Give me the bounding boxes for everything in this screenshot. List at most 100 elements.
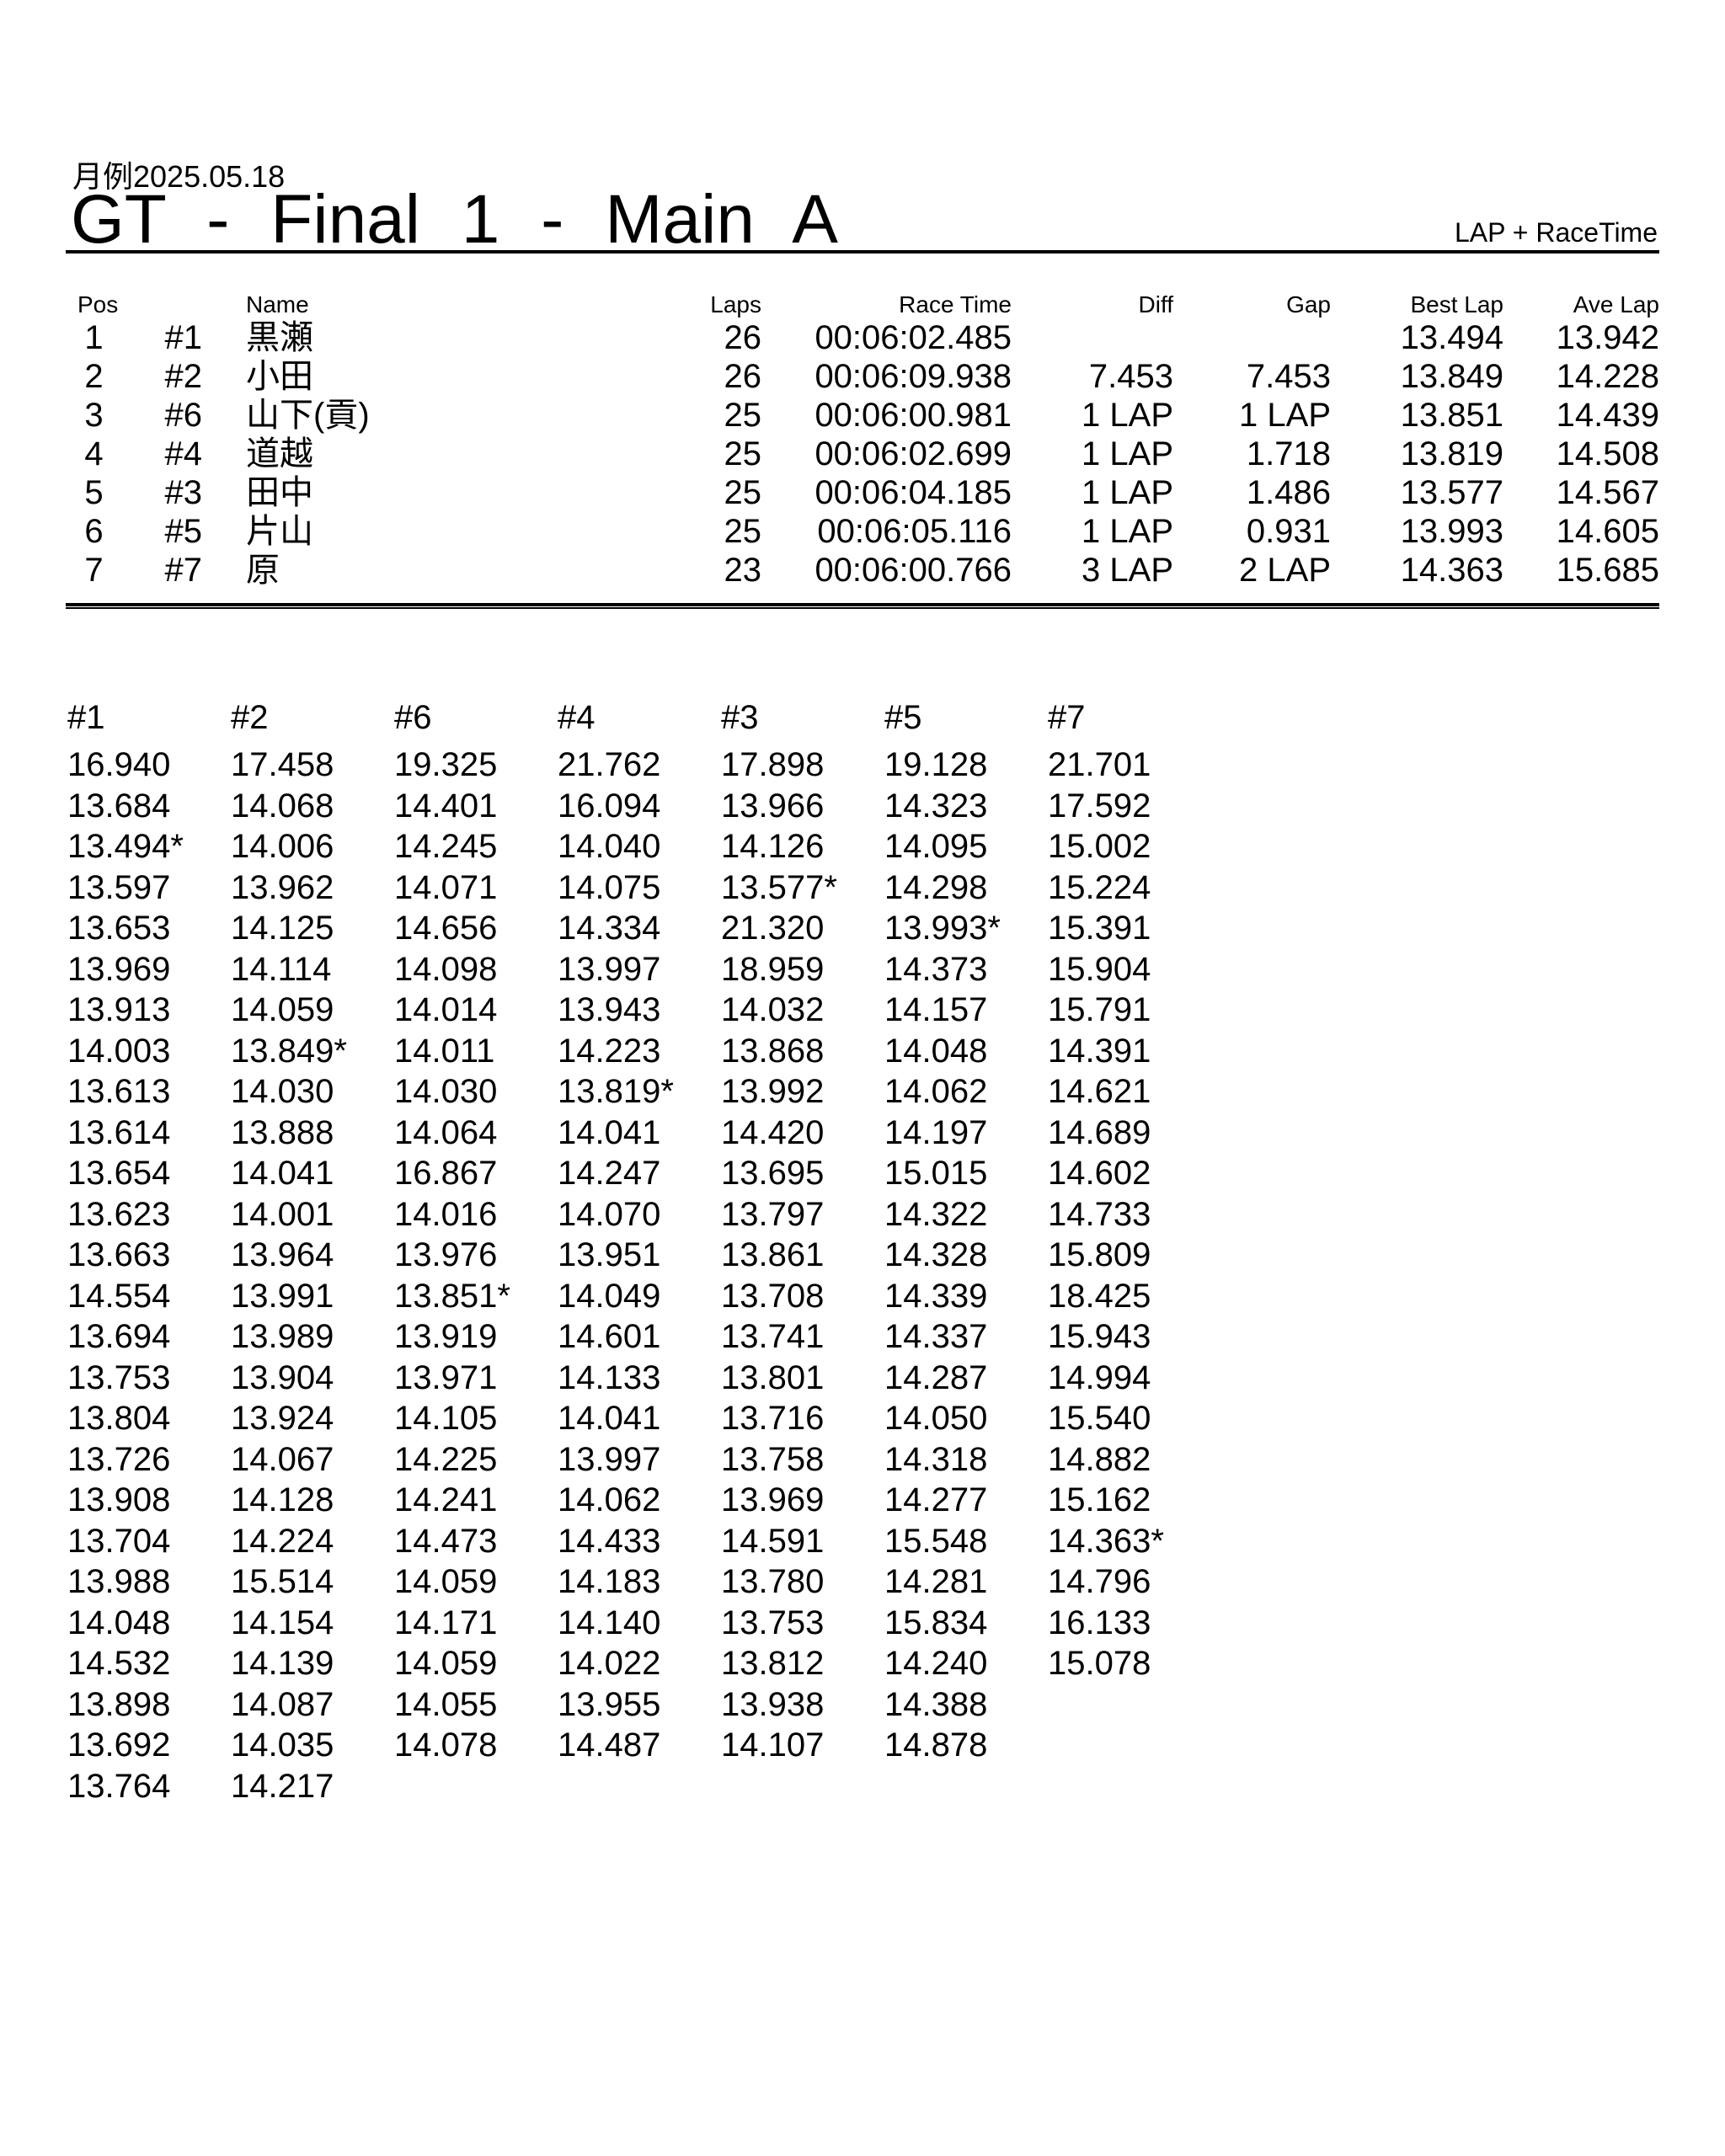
lap-time: 14.055: [394, 1685, 498, 1723]
lap-time: 14.114: [231, 950, 332, 988]
result-cell-gap: 1.486: [1246, 474, 1331, 511]
lap-time: 14.334: [558, 910, 661, 947]
results-table: Pos Name Laps Race Time Diff Gap Best La…: [66, 281, 1659, 590]
lap-column: #3 17.898 13.966 14.126 13.577* 21.320 18.959 1…: [721, 697, 884, 1806]
lap-time: 14.032: [721, 991, 825, 1028]
result-cell-name: 道越: [246, 435, 313, 472]
lap-time: 15.391: [1048, 910, 1151, 947]
result-cell-car: #7: [164, 552, 203, 589]
lap-time: 14.433: [558, 1522, 661, 1560]
result-cell-best-lap: 13.577: [1400, 474, 1503, 511]
lap-time: 15.943: [1048, 1318, 1151, 1355]
result-cell-best-lap: 13.993: [1400, 513, 1503, 550]
result-cell-pos: 7: [84, 552, 104, 589]
lap-time: 13.851*: [394, 1277, 510, 1315]
lap-time: 14.022: [558, 1645, 661, 1682]
col-header-laps: Laps: [710, 291, 761, 318]
lap-time: 16.940: [67, 746, 171, 783]
lap-times-columns: #1 16.940 13.684 13.494* 13.597 13.653 13.969 1…: [67, 697, 1211, 1806]
lap-time: 15.809: [1048, 1236, 1151, 1273]
lap-time: 14.062: [884, 1073, 988, 1110]
result-cell-car: #3: [164, 474, 203, 511]
lap-time: 14.171: [394, 1604, 498, 1641]
lap-time: 13.997: [558, 1440, 661, 1478]
lap-time: 13.694: [67, 1318, 171, 1355]
result-cell-laps: 25: [724, 513, 762, 550]
lap-time: 14.011: [394, 1032, 495, 1070]
lap-column-header: #2: [231, 699, 269, 736]
lap-column: #7 21.701 17.592 15.002 15.224 15.391 15.904 15…: [1048, 697, 1211, 1806]
result-cell-name: 田中: [246, 474, 313, 511]
lap-time: 14.059: [394, 1563, 498, 1600]
lap-time: 14.487: [558, 1726, 661, 1764]
lap-time: 13.597: [67, 868, 171, 906]
result-row: 6 #5 片山 25 00:06:05.116 1 LAP 0.931 13.993 14.60…: [66, 512, 1659, 551]
result-cell-gap: 1.718: [1246, 435, 1331, 472]
lap-time: 14.068: [231, 787, 334, 825]
result-cell-diff: [1012, 318, 1173, 357]
lap-time: 13.577*: [721, 868, 837, 906]
lap-time: 13.758: [721, 1440, 825, 1478]
lap-time: 14.062: [558, 1481, 661, 1518]
lap-time: 14.157: [884, 991, 988, 1028]
lap-time: 14.030: [394, 1073, 498, 1110]
lap-column-header: #3: [721, 699, 759, 736]
lap-time: 14.602: [1048, 1155, 1151, 1192]
header-divider: [66, 250, 1659, 253]
lap-time: 14.388: [884, 1685, 988, 1723]
results-bottom-divider: [66, 603, 1659, 609]
timing-mode-label: LAP + RaceTime: [1455, 217, 1658, 248]
result-row: 7 #7 原 23 00:06:00.766 3 LAP 2 LAP 14.363 15.685: [66, 551, 1659, 590]
col-header-best-lap: Best Lap: [1410, 291, 1503, 318]
result-cell-gap: 1 LAP: [1239, 397, 1331, 434]
result-row: 2 #2 小田 26 00:06:09.938 7.453 7.453 13.849 14.22…: [66, 357, 1659, 396]
lap-time: 13.819*: [558, 1073, 674, 1110]
result-cell-pos: 3: [84, 397, 104, 434]
lap-column-header: #7: [1048, 699, 1086, 736]
lap-time: 14.133: [558, 1358, 661, 1396]
result-cell-best-lap: 13.819: [1400, 435, 1503, 472]
lap-time: 18.425: [1048, 1277, 1151, 1315]
lap-time: 13.708: [721, 1277, 825, 1315]
lap-time: 13.962: [231, 868, 334, 906]
result-cell-best-lap: 13.494: [1400, 319, 1503, 356]
lap-time: 14.245: [394, 828, 498, 865]
lap-time: 14.048: [884, 1032, 988, 1070]
result-cell-car: #2: [164, 358, 203, 395]
event-date: 月例2025.05.18: [72, 159, 286, 194]
lap-time: 13.797: [721, 1195, 825, 1233]
lap-time: 14.373: [884, 950, 988, 988]
result-cell-car: #1: [164, 319, 203, 356]
result-cell-diff: 1 LAP: [1081, 474, 1173, 511]
lap-time: 14.183: [558, 1563, 661, 1600]
lap-column-header: #5: [884, 699, 922, 736]
lap-time: 14.322: [884, 1195, 988, 1233]
lap-time: 14.001: [231, 1195, 334, 1233]
lap-time: 13.753: [67, 1358, 171, 1396]
lap-time: 15.904: [1048, 950, 1151, 988]
lap-time: 14.050: [884, 1400, 988, 1437]
result-cell-name: 山下(貢): [246, 397, 370, 434]
lap-time: 13.969: [67, 950, 171, 988]
lap-time: 14.041: [558, 1113, 661, 1151]
lap-time: 14.098: [394, 950, 498, 988]
lap-time: 13.908: [67, 1481, 171, 1518]
col-header-pos: Pos: [77, 291, 119, 318]
lap-time: 14.154: [231, 1604, 334, 1641]
lap-time: 14.059: [231, 991, 334, 1028]
result-cell-laps: 26: [724, 358, 762, 395]
result-cell-diff: 1 LAP: [1081, 397, 1173, 434]
lap-time: 15.162: [1048, 1481, 1151, 1518]
lap-column: #2 17.458 14.068 14.006 13.962 14.125 14.114 14…: [231, 697, 394, 1806]
lap-time: 14.078: [394, 1726, 498, 1764]
result-cell-laps: 23: [724, 552, 762, 589]
lap-time: 14.994: [1048, 1358, 1151, 1396]
lap-column-header: #6: [394, 699, 432, 736]
lap-time: 14.287: [884, 1358, 988, 1396]
lap-time: 14.532: [67, 1645, 171, 1682]
lap-column: #5 19.128 14.323 14.095 14.298 13.993* 14.373 1…: [884, 697, 1048, 1806]
lap-time: 13.924: [231, 1400, 334, 1437]
lap-time: 14.016: [394, 1195, 498, 1233]
lap-time: 15.002: [1048, 828, 1151, 865]
